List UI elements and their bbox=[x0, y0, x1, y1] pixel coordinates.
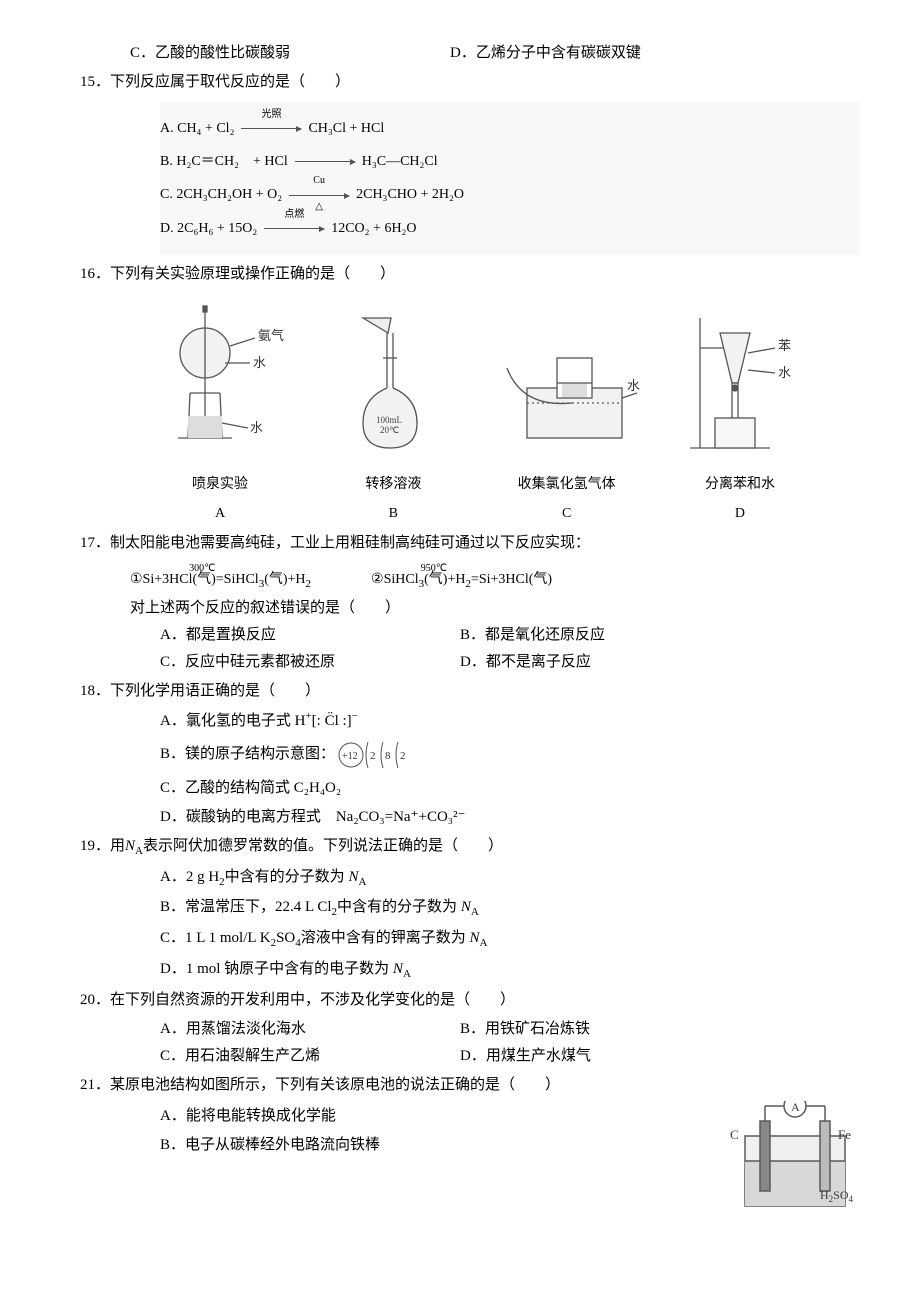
q16-b-caption: 转移溶液 bbox=[365, 472, 421, 497]
q15-eq-a-lhs: A. CH₄ + Cl₂ bbox=[160, 121, 234, 136]
q20-stem: 20．在下列自然资源的开发利用中，不涉及化学变化的是（ ） bbox=[80, 987, 860, 1014]
svg-text:2: 2 bbox=[400, 750, 406, 762]
q15-eq-d-rhs: 12CO₂ + 6H₂O bbox=[331, 221, 416, 236]
reaction-arrow: Cu△ bbox=[286, 182, 353, 207]
label-volume: 100mL bbox=[376, 415, 402, 425]
q16-stem: 16．下列有关实验原理或操作正确的是（ ） bbox=[80, 261, 860, 288]
q16-diagrams: 氨气 水 水 喷泉实验 A 100mL 20℃ 转移溶液 B bbox=[140, 298, 820, 526]
q17-opt-b: B．都是氧化还原反应 bbox=[460, 622, 760, 649]
q19-opt-c: C．1 L 1 mol/L K2SO4溶液中含有的钾离子数为 NA bbox=[160, 925, 860, 954]
label-temp: 20℃ bbox=[380, 425, 399, 435]
q18-opt-c: C．乙酸的结构简式 C₂H₄O₂ bbox=[160, 775, 860, 802]
label-water: 水 bbox=[627, 378, 640, 393]
q17-r2: ②SiHCl3(950℃气)+H2=Si+3HCl(气) bbox=[371, 572, 552, 587]
q16-c-letter: C bbox=[562, 501, 571, 526]
q16-b-letter: B bbox=[389, 501, 398, 526]
svg-text:2: 2 bbox=[370, 750, 376, 762]
opt-c: C．乙酸的酸性比碳酸弱 bbox=[130, 40, 410, 67]
label-water: 水 bbox=[778, 365, 791, 380]
q20-opt-a: A．用蒸馏法淡化海水 bbox=[160, 1016, 460, 1043]
svg-text:+12: +12 bbox=[342, 751, 358, 762]
electron-formula: H+[: C̈l :]− bbox=[295, 713, 358, 729]
q16-d-caption: 分离苯和水 bbox=[705, 472, 775, 497]
label-water: 水 bbox=[253, 355, 266, 370]
q15-eq-c-lhs: C. 2CH₃CH₂OH + O₂ bbox=[160, 187, 282, 202]
q15-equations: A. CH₄ + Cl₂ 光照 CH₃Cl + HCl B. H₂C＝CH₂ +… bbox=[160, 102, 860, 255]
q16-c-caption: 收集氯化氢气体 bbox=[518, 472, 616, 497]
q16-d-letter: D bbox=[735, 501, 745, 526]
electrolyte-label: H2SO4 bbox=[820, 1188, 854, 1204]
apparatus-fountain-icon: 氨气 水 水 bbox=[140, 298, 300, 468]
reaction-arrow: 点燃 bbox=[261, 216, 328, 241]
q18-stem: 18．下列化学用语正确的是（ ） bbox=[80, 678, 860, 705]
q17-r1: ①Si+3HCl(300℃气)=SiHCl3(气)+H2 bbox=[130, 572, 311, 587]
q19-stem: 19．用NA表示阿伏加德罗常数的值。下列说法正确的是（ ） bbox=[80, 833, 860, 862]
reaction-arrow bbox=[291, 149, 358, 174]
q16-diagram-a: 氨气 水 水 喷泉实验 A bbox=[140, 298, 300, 526]
q15-eq-a-rhs: CH₃Cl + HCl bbox=[308, 121, 384, 136]
q19-opt-d: D．1 mol 钠原子中含有的电子数为 NA bbox=[160, 956, 860, 985]
q15-stem: 15．下列反应属于取代反应的是（ ） bbox=[80, 69, 860, 96]
ammeter-label: A bbox=[791, 1101, 800, 1114]
q16-diagram-d: 苯 水 分离苯和水 D bbox=[660, 298, 820, 526]
electrode-c-label: C bbox=[730, 1127, 739, 1142]
q18-opt-d: D．碳酸钠的电离方程式 Na₂CO₃=Na⁺+CO₃²⁻ bbox=[160, 804, 860, 831]
label-ammonia: 氨气 bbox=[258, 328, 284, 343]
atom-structure-icon: +12 2 8 2 bbox=[335, 737, 425, 773]
q20-opt-b: B．用铁矿石冶炼铁 bbox=[460, 1016, 760, 1043]
q15-eq-b-rhs: H₃C—CH₂Cl bbox=[362, 154, 438, 169]
electrode-fe-label: Fe bbox=[838, 1127, 851, 1142]
q20-opt-d: D．用煤生产水煤气 bbox=[460, 1043, 760, 1070]
q19-opt-b: B．常温常压下，22.4 L Cl2中含有的分子数为 NA bbox=[160, 894, 860, 923]
q15-eq-b-lhs: B. H₂C＝CH₂ + HCl bbox=[160, 154, 288, 169]
q16-a-caption: 喷泉实验 bbox=[192, 472, 248, 497]
q17-opt-c: C．反应中硅元素都被还原 bbox=[160, 649, 460, 676]
apparatus-volumetric-flask-icon: 100mL 20℃ bbox=[313, 298, 473, 468]
galvanic-cell-icon: A C Fe H2SO4 bbox=[720, 1101, 860, 1221]
q15-eq-d-lhs: D. 2C₆H₆ + 15O₂ bbox=[160, 221, 257, 236]
apparatus-separating-funnel-icon: 苯 水 bbox=[660, 298, 820, 468]
q21-stem: 21．某原电池结构如图所示，下列有关该原电池的说法正确的是（ ） bbox=[80, 1072, 860, 1099]
q18-opt-a: A．氯化氢的电子式 H+[: C̈l :]− bbox=[160, 707, 860, 735]
q16-diagram-b: 100mL 20℃ 转移溶液 B bbox=[313, 298, 473, 526]
q17-stem: 17．制太阳能电池需要高纯硅，工业上用粗硅制高纯硅可通过以下反应实现： bbox=[80, 530, 860, 557]
label-water: 水 bbox=[250, 420, 263, 435]
q17-reactions: ①Si+3HCl(300℃气)=SiHCl3(气)+H2 ②SiHCl3(950… bbox=[130, 567, 860, 595]
label-benzene: 苯 bbox=[778, 338, 791, 353]
q17-opt-a: A．都是置换反应 bbox=[160, 622, 460, 649]
q17-substem: 对上述两个反应的叙述错误的是（ ） bbox=[130, 595, 860, 622]
q18-opt-b: B．镁的原子结构示意图： +12 2 8 2 bbox=[160, 737, 860, 773]
q17-opt-d: D．都不是离子反应 bbox=[460, 649, 760, 676]
apparatus-gas-collection-icon: 水 bbox=[487, 298, 647, 468]
q15-eq-c-rhs: 2CH₃CHO + 2H₂O bbox=[356, 187, 464, 202]
opt-d: D．乙烯分子中含有碳碳双键 bbox=[450, 40, 730, 67]
q16-diagram-c: 水 收集氯化氢气体 C bbox=[487, 298, 647, 526]
q16-a-letter: A bbox=[215, 501, 225, 526]
q19-opt-a: A．2 g H2中含有的分子数为 NA bbox=[160, 864, 860, 893]
reaction-arrow: 光照 bbox=[238, 116, 305, 141]
q20-opt-c: C．用石油裂解生产乙烯 bbox=[160, 1043, 460, 1070]
svg-text:8: 8 bbox=[385, 750, 391, 762]
